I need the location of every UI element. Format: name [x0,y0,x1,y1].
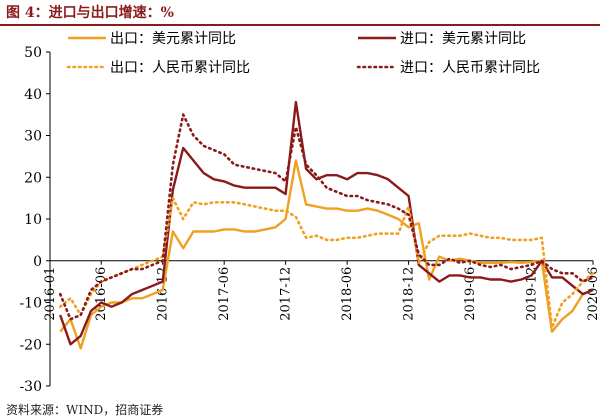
series-line-1 [59,159,594,350]
title-rule [0,24,600,26]
y-tick-label: -20 [19,337,42,353]
legend-label: 出口：人民币累计同比 [110,60,250,76]
y-tick-label: 20 [24,170,42,186]
legend-label: 出口：美元累计同比 [110,31,236,47]
legend-label: 进口：人民币累计同比 [400,60,540,76]
y-tick-label: 0 [33,254,42,270]
x-tick-label: 2016-01 [43,267,58,321]
x-tick-label: 2018-12 [402,267,417,321]
source-note: 资料来源：WIND，招商证券 [6,403,164,417]
x-tick-label: 2020-06 [586,267,600,321]
y-tick-label: 40 [24,87,42,103]
x-tick-label: 2016-06 [94,267,109,321]
chart-title: 图 4：进口与出口增速：% [6,5,174,21]
line-chart: 50 40 30 20 10 0 -10 -20 -30 2016-01 2016-06 2016-1… [19,31,600,395]
series-line-4 [58,113,595,321]
x-tick-label: 2019-06 [463,267,478,321]
y-tick-label: 10 [24,212,42,228]
y-tick-label: -10 [19,296,42,312]
x-tick-label: 2019-12 [525,267,540,321]
series-line-2 [59,100,594,346]
y-tick-label: -30 [19,379,42,395]
x-tick-label: 2017-06 [217,267,232,321]
x-tick-label: 2016-12 [156,267,171,321]
x-tick-label: 2018-06 [340,267,355,321]
x-tick-label: 2017-12 [279,267,294,321]
series-line-3 [58,196,595,329]
legend-label: 进口：美元累计同比 [400,31,526,47]
y-tick-label: 50 [24,45,42,61]
y-tick-label: 30 [24,129,42,145]
